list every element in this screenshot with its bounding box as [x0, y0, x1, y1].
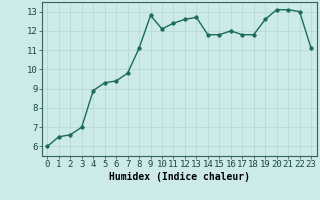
- X-axis label: Humidex (Indice chaleur): Humidex (Indice chaleur): [109, 172, 250, 182]
